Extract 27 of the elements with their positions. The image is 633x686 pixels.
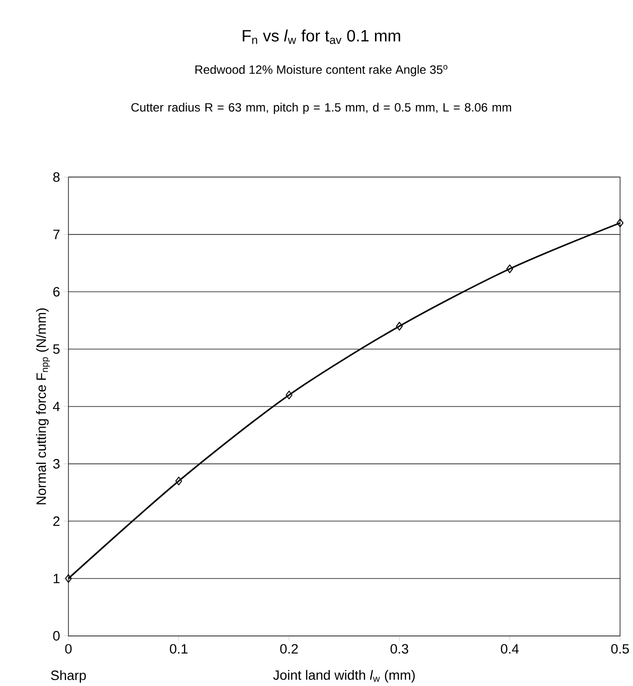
y-tick-label: 7: [54, 230, 60, 240]
y-tick-label: 4: [53, 402, 60, 412]
x-tick-label: 0.5: [611, 644, 630, 654]
x-tick-label: 0.4: [501, 644, 519, 654]
point: [396, 322, 403, 331]
chart-title: F$_{n}$ vs l$_{w}$ for t$_{av}$ 0.1 mm: [242, 30, 400, 44]
x-tick-label: 0.1: [170, 644, 188, 654]
point: [176, 476, 182, 486]
y-tick-label: 1: [54, 574, 60, 584]
point: [286, 390, 293, 400]
text: Cutter radius R = 63 mm, pitch p = 1.5 mm, d = 0.5 mm, L = 8.06 mm: [132, 102, 512, 114]
text: Sharp: [51, 670, 86, 683]
y-tick-label: 3: [53, 459, 60, 469]
y-tick-label: 6: [53, 286, 60, 297]
x-tick-label: 0: [65, 644, 72, 654]
y-axis-title: Normal cutting force F$_{npp}$ (N/mm): [36, 308, 50, 504]
y-tick-label: 0: [53, 631, 60, 641]
y-tick-label: 8: [53, 172, 60, 182]
y-tick-label: 5: [53, 344, 60, 354]
point: [616, 218, 624, 228]
x-tick-label: 0.2: [280, 644, 298, 654]
point: [506, 264, 514, 274]
x-axis-title: Joint land width l$_{w}$ (mm): [273, 670, 415, 683]
point: [65, 574, 72, 583]
y-tick-label: 2: [53, 516, 60, 526]
x-tick-label: 0.3: [390, 644, 408, 654]
chart-subtitle: Redwood 12% Moisture content rake Angle 35$^{o}$: [196, 65, 448, 76]
